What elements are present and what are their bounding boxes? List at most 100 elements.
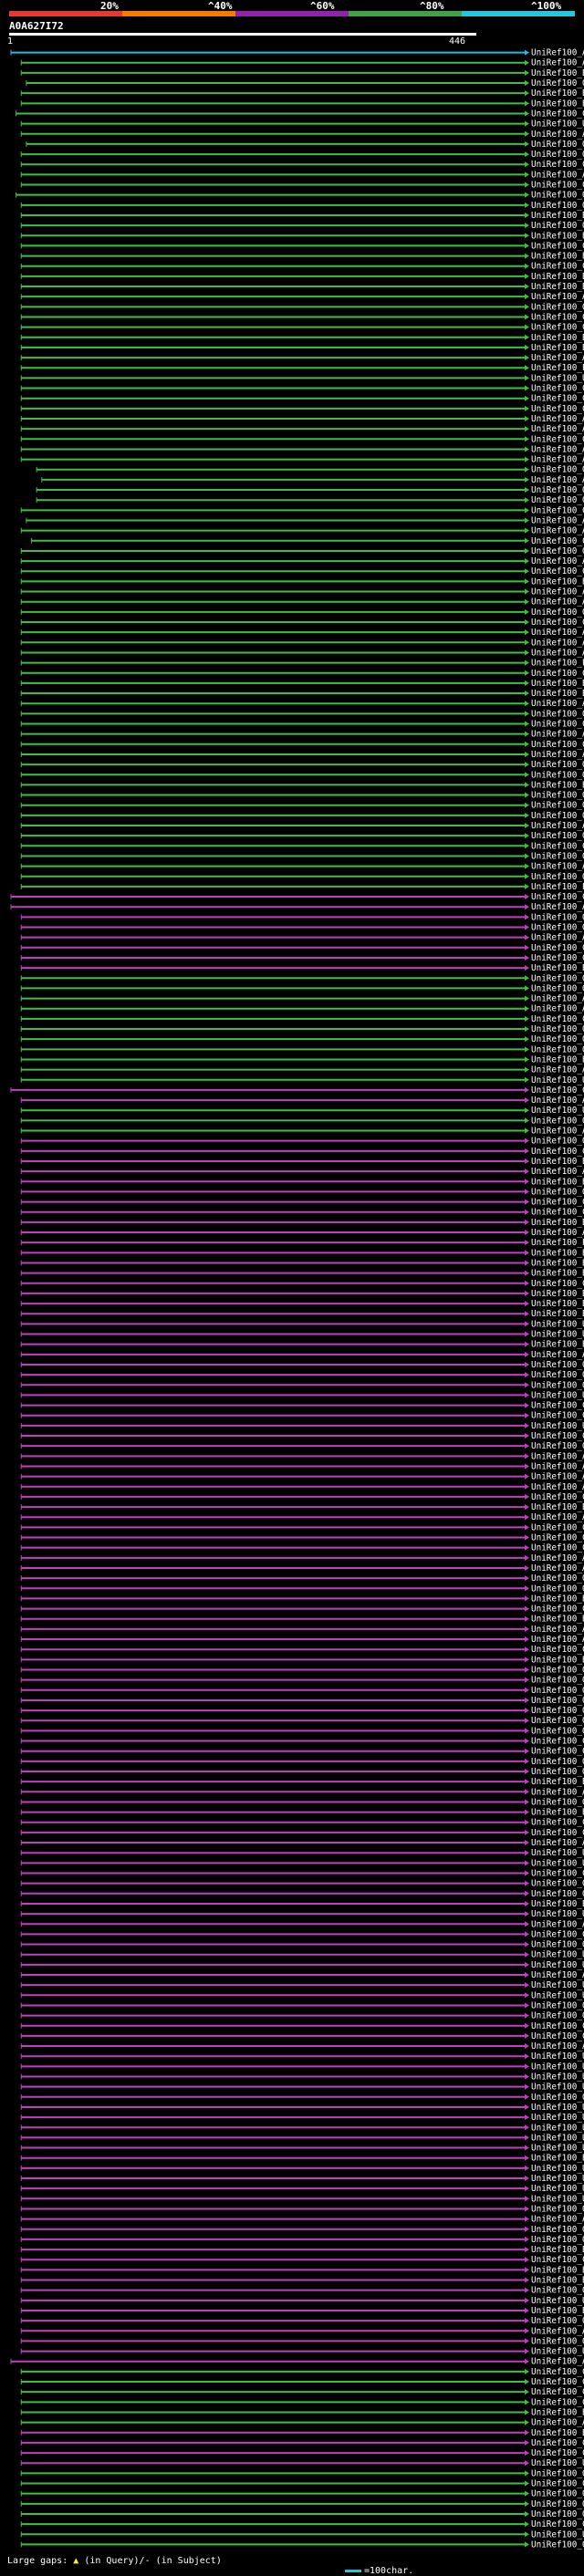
hit-row[interactable]: UniRef100_Q5KIM6	[36, 485, 584, 495]
hit-row[interactable]: UniRef100_UP1000...	[20, 2296, 584, 2306]
hit-row[interactable]: UniRef100_P25997	[20, 659, 584, 669]
hit-row[interactable]: UniRef100_A7EEJ1	[20, 2326, 584, 2336]
hit-label[interactable]: UniRef100_B5C7P8	[531, 1177, 584, 1187]
hit-label[interactable]: UniRef100_Q01GL6	[531, 912, 584, 922]
hit-row[interactable]: UniRef100_Q6C8Q9	[20, 1940, 584, 1950]
hit-label[interactable]: UniRef100_C7GWZ9	[531, 1208, 584, 1218]
hit-row[interactable]: UniRef100_Q0UQY3	[20, 201, 584, 211]
hit-row[interactable]: UniRef100_Q5EMW1	[20, 150, 584, 160]
hit-row[interactable]: UniRef100_C5M8F6	[20, 505, 584, 515]
hit-row[interactable]: UniRef100_A6SZ06	[20, 1970, 584, 1980]
hit-label[interactable]: UniRef100_C7YT83	[531, 1818, 584, 1828]
hit-label[interactable]: UniRef100_C1GND5	[531, 434, 584, 444]
hit-label[interactable]: UniRef100_C7GJF2	[531, 669, 584, 679]
hit-row[interactable]: UniRef100_Q1E952	[20, 2468, 584, 2478]
hit-row[interactable]: UniRef100_C9SU45	[16, 109, 584, 119]
hit-label[interactable]: UniRef100_Q0UVH8	[531, 1706, 584, 1716]
hit-row[interactable]: UniRef100_A9V5F0	[20, 933, 584, 943]
hit-label[interactable]: UniRef100_UP1000...	[531, 2113, 584, 2123]
hit-label[interactable]: UniRef100_Q59NU9	[531, 608, 584, 618]
hit-row[interactable]: UniRef100_C1GCI6	[20, 2021, 584, 2031]
hit-row[interactable]: UniRef100_C1EBL4	[10, 1085, 584, 1096]
hit-row[interactable]: UniRef100_Q6BK70	[20, 546, 584, 556]
hit-label[interactable]: UniRef100_UP1000...	[531, 1075, 584, 1085]
hit-row[interactable]: UniRef100_B6QJR0	[20, 282, 584, 292]
hit-label[interactable]: UniRef100_Q94489	[531, 78, 584, 88]
hit-label[interactable]: UniRef100_Q177C0	[531, 1889, 584, 1899]
hit-label[interactable]: UniRef100_A7TQ98	[531, 750, 584, 760]
hit-row[interactable]: UniRef100_Q7PY15	[20, 2316, 584, 2326]
hit-label[interactable]: UniRef100_UP1000...	[531, 2164, 584, 2174]
hit-row[interactable]: UniRef100_Q2UTW2	[20, 1574, 584, 1584]
hit-row[interactable]: UniRef100_A0N6B2	[20, 1127, 584, 1137]
hit-row[interactable]: UniRef100_C5GQ16	[20, 2438, 584, 2448]
hit-row[interactable]: UniRef100_UP1000...	[20, 2083, 584, 2093]
hit-label[interactable]: UniRef100_Q2H3M2	[531, 1584, 584, 1594]
hit-label[interactable]: UniRef100_P25997	[531, 659, 584, 669]
hit-row[interactable]: UniRef100_A7J887	[20, 730, 584, 740]
hit-label[interactable]: UniRef100_A8PRG1	[531, 1625, 584, 1635]
hit-row[interactable]: UniRef100_Q0IKR4	[26, 140, 584, 150]
hit-row[interactable]: UniRef100_B5DFX3	[20, 2154, 584, 2164]
hit-label[interactable]: UniRef100_B6K119	[531, 99, 584, 109]
hit-row[interactable]: UniRef100_C5FXQ1	[20, 1747, 584, 1757]
hit-label[interactable]: UniRef100_B7QDT6	[531, 88, 584, 99]
hit-row[interactable]: UniRef100_A1EG07	[20, 1838, 584, 1848]
hit-row[interactable]: UniRef100_A5DNI6	[20, 1350, 584, 1360]
hit-label[interactable]: UniRef100_A5E216	[531, 526, 584, 536]
hit-row[interactable]: UniRef100_B0XIV4	[20, 272, 584, 282]
hit-row[interactable]: UniRef100_B8C053	[20, 1157, 584, 1167]
hit-row[interactable]: UniRef100_A8PRG1	[20, 1625, 584, 1635]
hit-row[interactable]: UniRef100_A9RIY6	[20, 1004, 584, 1014]
hit-label[interactable]: UniRef100_Q4X5R9	[531, 1797, 584, 1807]
hit-label[interactable]: UniRef100_Q6BS90	[531, 1441, 584, 1451]
hit-row[interactable]: UniRef100_Q6FSY5	[20, 1767, 584, 1777]
hit-row[interactable]: UniRef100_C0NA24	[20, 404, 584, 414]
hit-label[interactable]: UniRef100_Q1DNJ6	[531, 221, 584, 231]
hit-label[interactable]: UniRef100_Q7SEV6	[531, 811, 584, 821]
hit-row[interactable]: UniRef100_Q75BP0	[20, 2499, 584, 2509]
hit-label[interactable]: UniRef100_Q01GK5	[531, 923, 584, 933]
hit-row[interactable]: UniRef100_B6Q8Y9	[20, 2407, 584, 2417]
hit-row[interactable]: UniRef100_UP1000...	[20, 1858, 584, 1868]
hit-row[interactable]: UniRef100_C4JL67	[20, 1492, 584, 1502]
hit-row[interactable]: UniRef100_C5E4D9	[20, 841, 584, 851]
hit-label[interactable]: UniRef100_A4S749	[531, 821, 584, 831]
hit-label[interactable]: UniRef100_C9SU45	[531, 109, 584, 119]
hit-label[interactable]: UniRef100_Q4WC01	[531, 302, 584, 312]
hit-row[interactable]: UniRef100_Q4P620	[20, 1716, 584, 1726]
hit-row[interactable]: UniRef100_Q4S943	[20, 2000, 584, 2010]
hit-label[interactable]: UniRef100_B6QJR0	[531, 282, 584, 292]
hit-row[interactable]: UniRef100_C1N2U9	[10, 892, 584, 902]
hit-row[interactable]: UniRef100_Q756X1	[20, 1757, 584, 1767]
hit-label[interactable]: UniRef100_C9SSD2	[531, 2377, 584, 2387]
hit-label[interactable]: UniRef100_Q0UQY3	[531, 201, 584, 211]
hit-label[interactable]: UniRef100_C1MLW4	[531, 1828, 584, 1838]
hit-label[interactable]: UniRef100_A8NFJ7	[531, 1919, 584, 1929]
hit-label[interactable]: UniRef100_UP1000...	[531, 2347, 584, 2357]
hit-row[interactable]: UniRef100_C5E1A6	[20, 1411, 584, 1421]
hit-label[interactable]: UniRef100_C4JX77	[531, 241, 584, 251]
hit-label[interactable]: UniRef100_Q4P6L0	[531, 973, 584, 983]
hit-row[interactable]: UniRef100_UP1000...	[20, 1075, 584, 1085]
hit-row[interactable]: UniRef100_UP1000...	[20, 1106, 584, 1116]
hit-label[interactable]: UniRef100_B6Q8Y9	[531, 2407, 584, 2417]
hit-row[interactable]: UniRef100_C1GND5	[20, 434, 584, 444]
hit-row[interactable]: UniRef100_A7RCP1	[41, 475, 584, 485]
hit-row[interactable]: UniRef100_UP1000...	[20, 2133, 584, 2143]
hit-row[interactable]: UniRef100_C1EIP6	[31, 536, 584, 546]
hit-row[interactable]: UniRef100_Q01GL6	[20, 912, 584, 922]
hit-label[interactable]: UniRef100_A7P2I4	[531, 1096, 584, 1106]
hit-label[interactable]: UniRef100_A4RSH6	[531, 994, 584, 1004]
hit-row[interactable]: UniRef100_A7TN29	[20, 1635, 584, 1645]
hit-row[interactable]: UniRef100_A4RSH6	[20, 994, 584, 1004]
hit-label[interactable]: UniRef100_C4XW73	[531, 1645, 584, 1655]
hit-row[interactable]: UniRef100_Q5JEC4	[20, 1187, 584, 1197]
hit-label[interactable]: UniRef100_C5FCF0	[531, 2367, 584, 2377]
hit-row[interactable]: UniRef100_Q4P6W1	[20, 831, 584, 841]
hit-row[interactable]: UniRef100_B2W704	[20, 1655, 584, 1665]
hit-row[interactable]: UniRef100_Q1G105	[20, 2336, 584, 2346]
hit-row[interactable]: UniRef100_Q3HMD4	[20, 872, 584, 882]
hit-row[interactable]: UniRef100_Q6U093	[36, 495, 584, 505]
hit-label[interactable]: UniRef100_UP1000...	[531, 2529, 584, 2540]
